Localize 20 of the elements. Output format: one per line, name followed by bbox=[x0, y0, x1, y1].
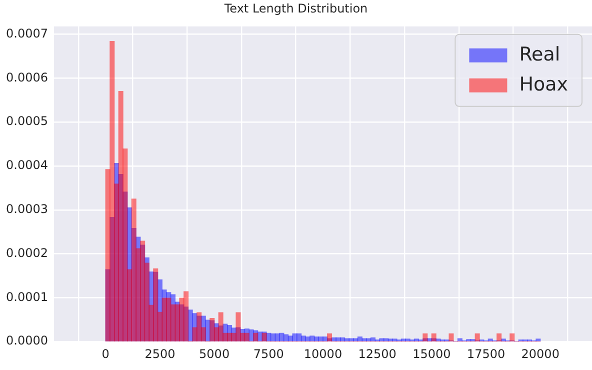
chart-title: Text Length Distribution bbox=[223, 1, 368, 16]
x-tick-label: 5000 bbox=[199, 346, 230, 361]
x-tick-label: 12500 bbox=[358, 346, 396, 361]
x-tick-label: 10000 bbox=[304, 346, 342, 361]
y-tick-label: 0.0004 bbox=[6, 158, 48, 172]
y-tick-label: 0.0002 bbox=[6, 246, 48, 260]
x-tick-label: 0 bbox=[102, 346, 110, 361]
y-tick-label: 0.0005 bbox=[6, 114, 48, 128]
x-tick-label: 2500 bbox=[144, 346, 176, 361]
x-tick-label: 17500 bbox=[466, 346, 506, 361]
legend-label: Real bbox=[519, 43, 560, 66]
x-tick-label: 20000 bbox=[521, 346, 560, 361]
legend-label: Hoax bbox=[519, 73, 568, 96]
x-tick-label: 15000 bbox=[412, 346, 451, 361]
x-tick-label: 7500 bbox=[253, 346, 284, 361]
y-tick-label: 0.0006 bbox=[6, 70, 48, 84]
y-tick-label: 0.0000 bbox=[6, 334, 48, 348]
y-tick-label: 0.0003 bbox=[6, 202, 48, 216]
y-tick-label: 0.0007 bbox=[6, 26, 48, 40]
y-tick-label: 0.0001 bbox=[6, 290, 48, 304]
